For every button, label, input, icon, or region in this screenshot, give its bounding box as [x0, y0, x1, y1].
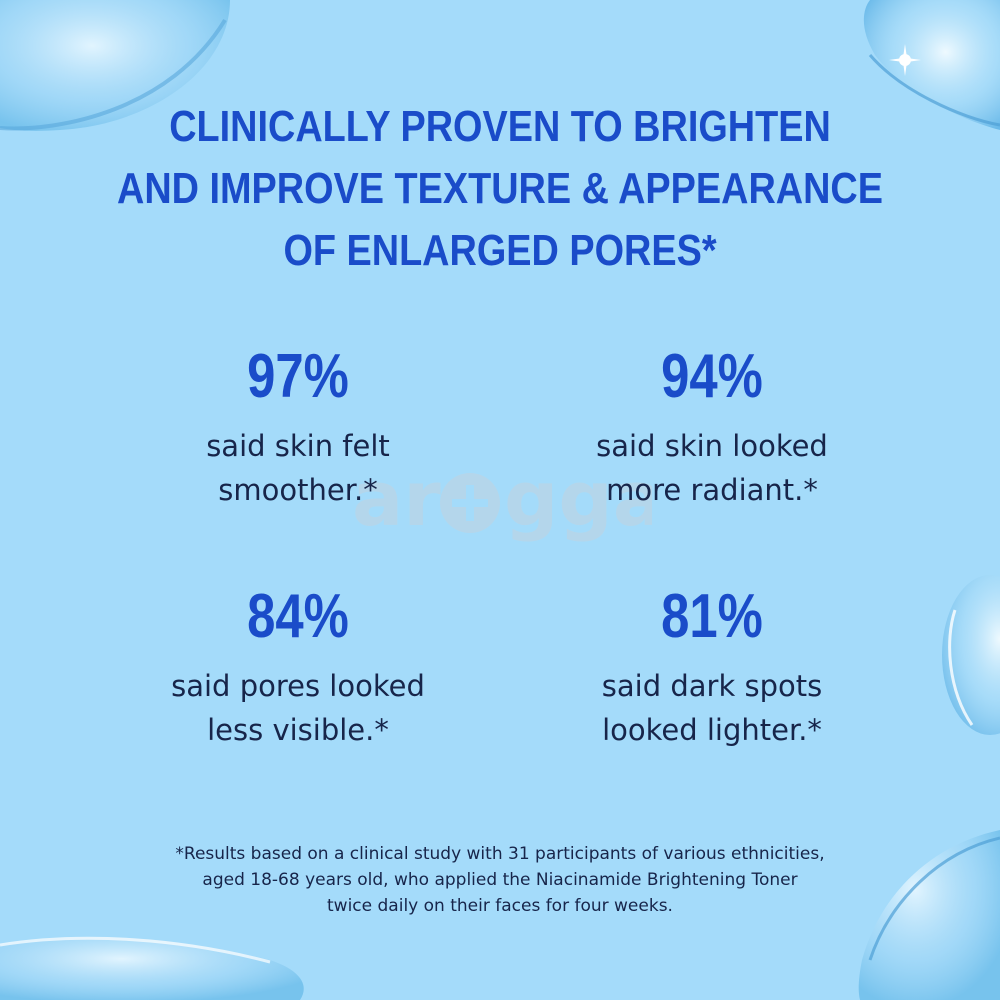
headline-line-3: OF ENLARGED PORES*: [283, 226, 717, 275]
droplet-top-left: [0, 0, 230, 131]
stat-dark-spots: 81% said dark spots looked lighter.*: [532, 582, 892, 752]
study-footnote: *Results based on a clinical study with …: [60, 841, 940, 919]
stat-description: said skin looked more radiant.*: [596, 429, 828, 507]
svg-text:ar: ar: [352, 455, 441, 543]
stat-value: 94%: [661, 342, 763, 411]
footnote-line-1: *Results based on a clinical study with …: [175, 844, 825, 864]
droplet-bottom-left: [0, 936, 304, 1000]
plus-circle-icon: [440, 473, 500, 533]
stat-smoother: 97% said skin felt smoother.*: [118, 342, 478, 512]
stat-value: 84%: [247, 582, 349, 651]
arogga-watermark-logo: ar gga: [352, 455, 652, 543]
svg-text:gga: gga: [504, 455, 652, 543]
droplet-bottom-right: [858, 830, 1000, 1000]
droplet-top-right: [863, 0, 1000, 130]
footnote-line-3: twice daily on their faces for four week…: [327, 896, 673, 916]
droplet-right-middle: [942, 575, 1000, 735]
footnote-line-2: aged 18-68 years old, who applied the Ni…: [202, 870, 798, 890]
stat-description: said pores looked less visible.*: [171, 669, 425, 747]
stat-pores: 84% said pores looked less visible.*: [118, 582, 478, 752]
headline-line-2: AND IMPROVE TEXTURE & APPEARANCE: [117, 164, 883, 213]
stat-radiant: 94% said skin looked more radiant.*: [532, 342, 892, 512]
stat-value: 97%: [247, 342, 349, 411]
stat-description: said dark spots looked lighter.*: [601, 669, 823, 747]
headline: CLINICALLY PROVEN TO BRIGHTEN AND IMPROV…: [70, 96, 930, 282]
stat-description: said skin felt smoother.*: [206, 429, 390, 507]
stat-value: 81%: [661, 582, 763, 651]
headline-line-1: CLINICALLY PROVEN TO BRIGHTEN: [169, 102, 831, 151]
